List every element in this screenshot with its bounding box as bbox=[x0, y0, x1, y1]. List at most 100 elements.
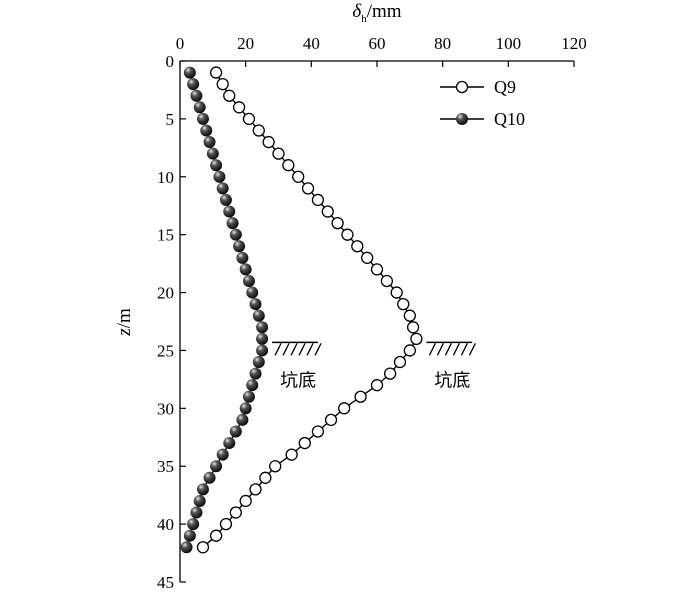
data-point bbox=[252, 356, 265, 369]
x-axis-title: δh/mm bbox=[352, 1, 401, 25]
annotations: 坑底 坑底 bbox=[272, 341, 476, 391]
data-point bbox=[370, 263, 384, 276]
data-point bbox=[256, 344, 269, 357]
series-q9 bbox=[196, 66, 423, 554]
pit-bottom-label: 坑底 bbox=[434, 370, 470, 391]
data-point bbox=[187, 518, 200, 531]
hatch-stroke bbox=[468, 343, 476, 356]
data-point bbox=[256, 321, 269, 334]
data-point bbox=[229, 506, 242, 519]
series-q10 bbox=[180, 66, 269, 554]
legend: Q9 Q10 bbox=[440, 77, 525, 129]
x-tick-label: 0 bbox=[176, 34, 185, 53]
x-axis-title-unit: /mm bbox=[367, 1, 402, 22]
x-axis-title-symbol: δ bbox=[352, 1, 362, 22]
series-layer bbox=[180, 66, 423, 554]
data-point bbox=[360, 251, 374, 264]
data-point bbox=[249, 483, 262, 496]
data-point bbox=[252, 124, 265, 137]
data-point bbox=[206, 147, 219, 160]
data-point bbox=[223, 205, 236, 218]
data-point bbox=[200, 124, 213, 137]
data-point bbox=[213, 170, 226, 183]
data-point bbox=[285, 448, 298, 461]
data-point bbox=[216, 78, 229, 91]
data-point bbox=[246, 379, 259, 392]
data-point bbox=[223, 89, 236, 102]
y-tick-label: 20 bbox=[157, 284, 174, 303]
data-point bbox=[190, 89, 203, 102]
data-point bbox=[301, 182, 315, 195]
data-point bbox=[229, 425, 242, 438]
data-point bbox=[324, 413, 338, 427]
y-axis-title: z/m bbox=[114, 308, 135, 337]
data-point bbox=[226, 217, 239, 230]
y-axis-ticks: 0 5 10 15 20 25 30 35 40 45 bbox=[157, 52, 186, 592]
data-point bbox=[239, 494, 252, 508]
data-point bbox=[210, 159, 223, 172]
pit-bottom-label: 坑底 bbox=[280, 370, 316, 391]
legend-q9-label: Q9 bbox=[494, 77, 516, 97]
legend-q10-marker bbox=[456, 113, 468, 125]
y-axis-title-unit: /m bbox=[114, 308, 135, 328]
data-point bbox=[246, 286, 259, 299]
data-point bbox=[406, 321, 420, 334]
plot-frame bbox=[179, 60, 574, 582]
x-tick-label: 40 bbox=[303, 34, 320, 53]
legend-q10-label: Q10 bbox=[494, 109, 525, 129]
ground-hatch bbox=[274, 343, 322, 356]
data-point bbox=[292, 170, 305, 183]
data-point bbox=[239, 263, 252, 276]
data-point bbox=[183, 529, 196, 542]
y-tick-label: 45 bbox=[157, 573, 174, 592]
data-point bbox=[351, 240, 364, 253]
x-tick-label: 80 bbox=[434, 34, 451, 53]
data-point bbox=[249, 367, 262, 380]
y-tick-label: 10 bbox=[157, 168, 174, 187]
data-point bbox=[236, 413, 249, 426]
hatch-stroke bbox=[428, 343, 436, 356]
hatch-stroke bbox=[274, 343, 282, 356]
x-axis-ticks: 0 20 40 60 80 100 120 bbox=[176, 34, 587, 67]
data-point bbox=[397, 297, 410, 311]
data-point bbox=[190, 506, 203, 519]
data-point bbox=[311, 193, 325, 207]
data-point bbox=[252, 309, 265, 322]
hatch-stroke bbox=[436, 343, 444, 356]
hatch-stroke bbox=[290, 343, 298, 356]
data-point bbox=[236, 251, 249, 264]
data-point bbox=[187, 78, 200, 91]
data-point bbox=[341, 228, 354, 241]
hatch-stroke bbox=[314, 343, 322, 356]
data-point bbox=[272, 147, 285, 160]
y-tick-label: 25 bbox=[157, 341, 174, 360]
data-point bbox=[216, 448, 229, 461]
hatch-stroke bbox=[460, 343, 468, 356]
data-point bbox=[196, 541, 210, 554]
y-tick-label: 40 bbox=[157, 515, 174, 534]
data-point bbox=[298, 436, 311, 450]
y-tick-label: 15 bbox=[157, 226, 174, 245]
data-point bbox=[210, 460, 223, 473]
x-axis-title-subscript: h bbox=[361, 13, 367, 25]
legend-q9-marker bbox=[455, 80, 469, 94]
hatch-stroke bbox=[452, 343, 460, 356]
data-point bbox=[209, 66, 223, 79]
data-point bbox=[242, 112, 256, 126]
data-point bbox=[331, 216, 344, 230]
data-point bbox=[393, 355, 407, 369]
data-point bbox=[256, 332, 269, 345]
series-line bbox=[185, 72, 263, 548]
data-point bbox=[321, 205, 334, 218]
data-point bbox=[262, 135, 275, 149]
data-point bbox=[193, 101, 206, 114]
data-point bbox=[223, 437, 236, 450]
data-point bbox=[219, 517, 233, 531]
data-point bbox=[370, 379, 384, 392]
data-point bbox=[232, 101, 246, 114]
data-point bbox=[203, 136, 216, 149]
y-tick-label: 35 bbox=[157, 457, 174, 476]
data-point bbox=[383, 367, 397, 380]
data-point bbox=[239, 402, 252, 415]
